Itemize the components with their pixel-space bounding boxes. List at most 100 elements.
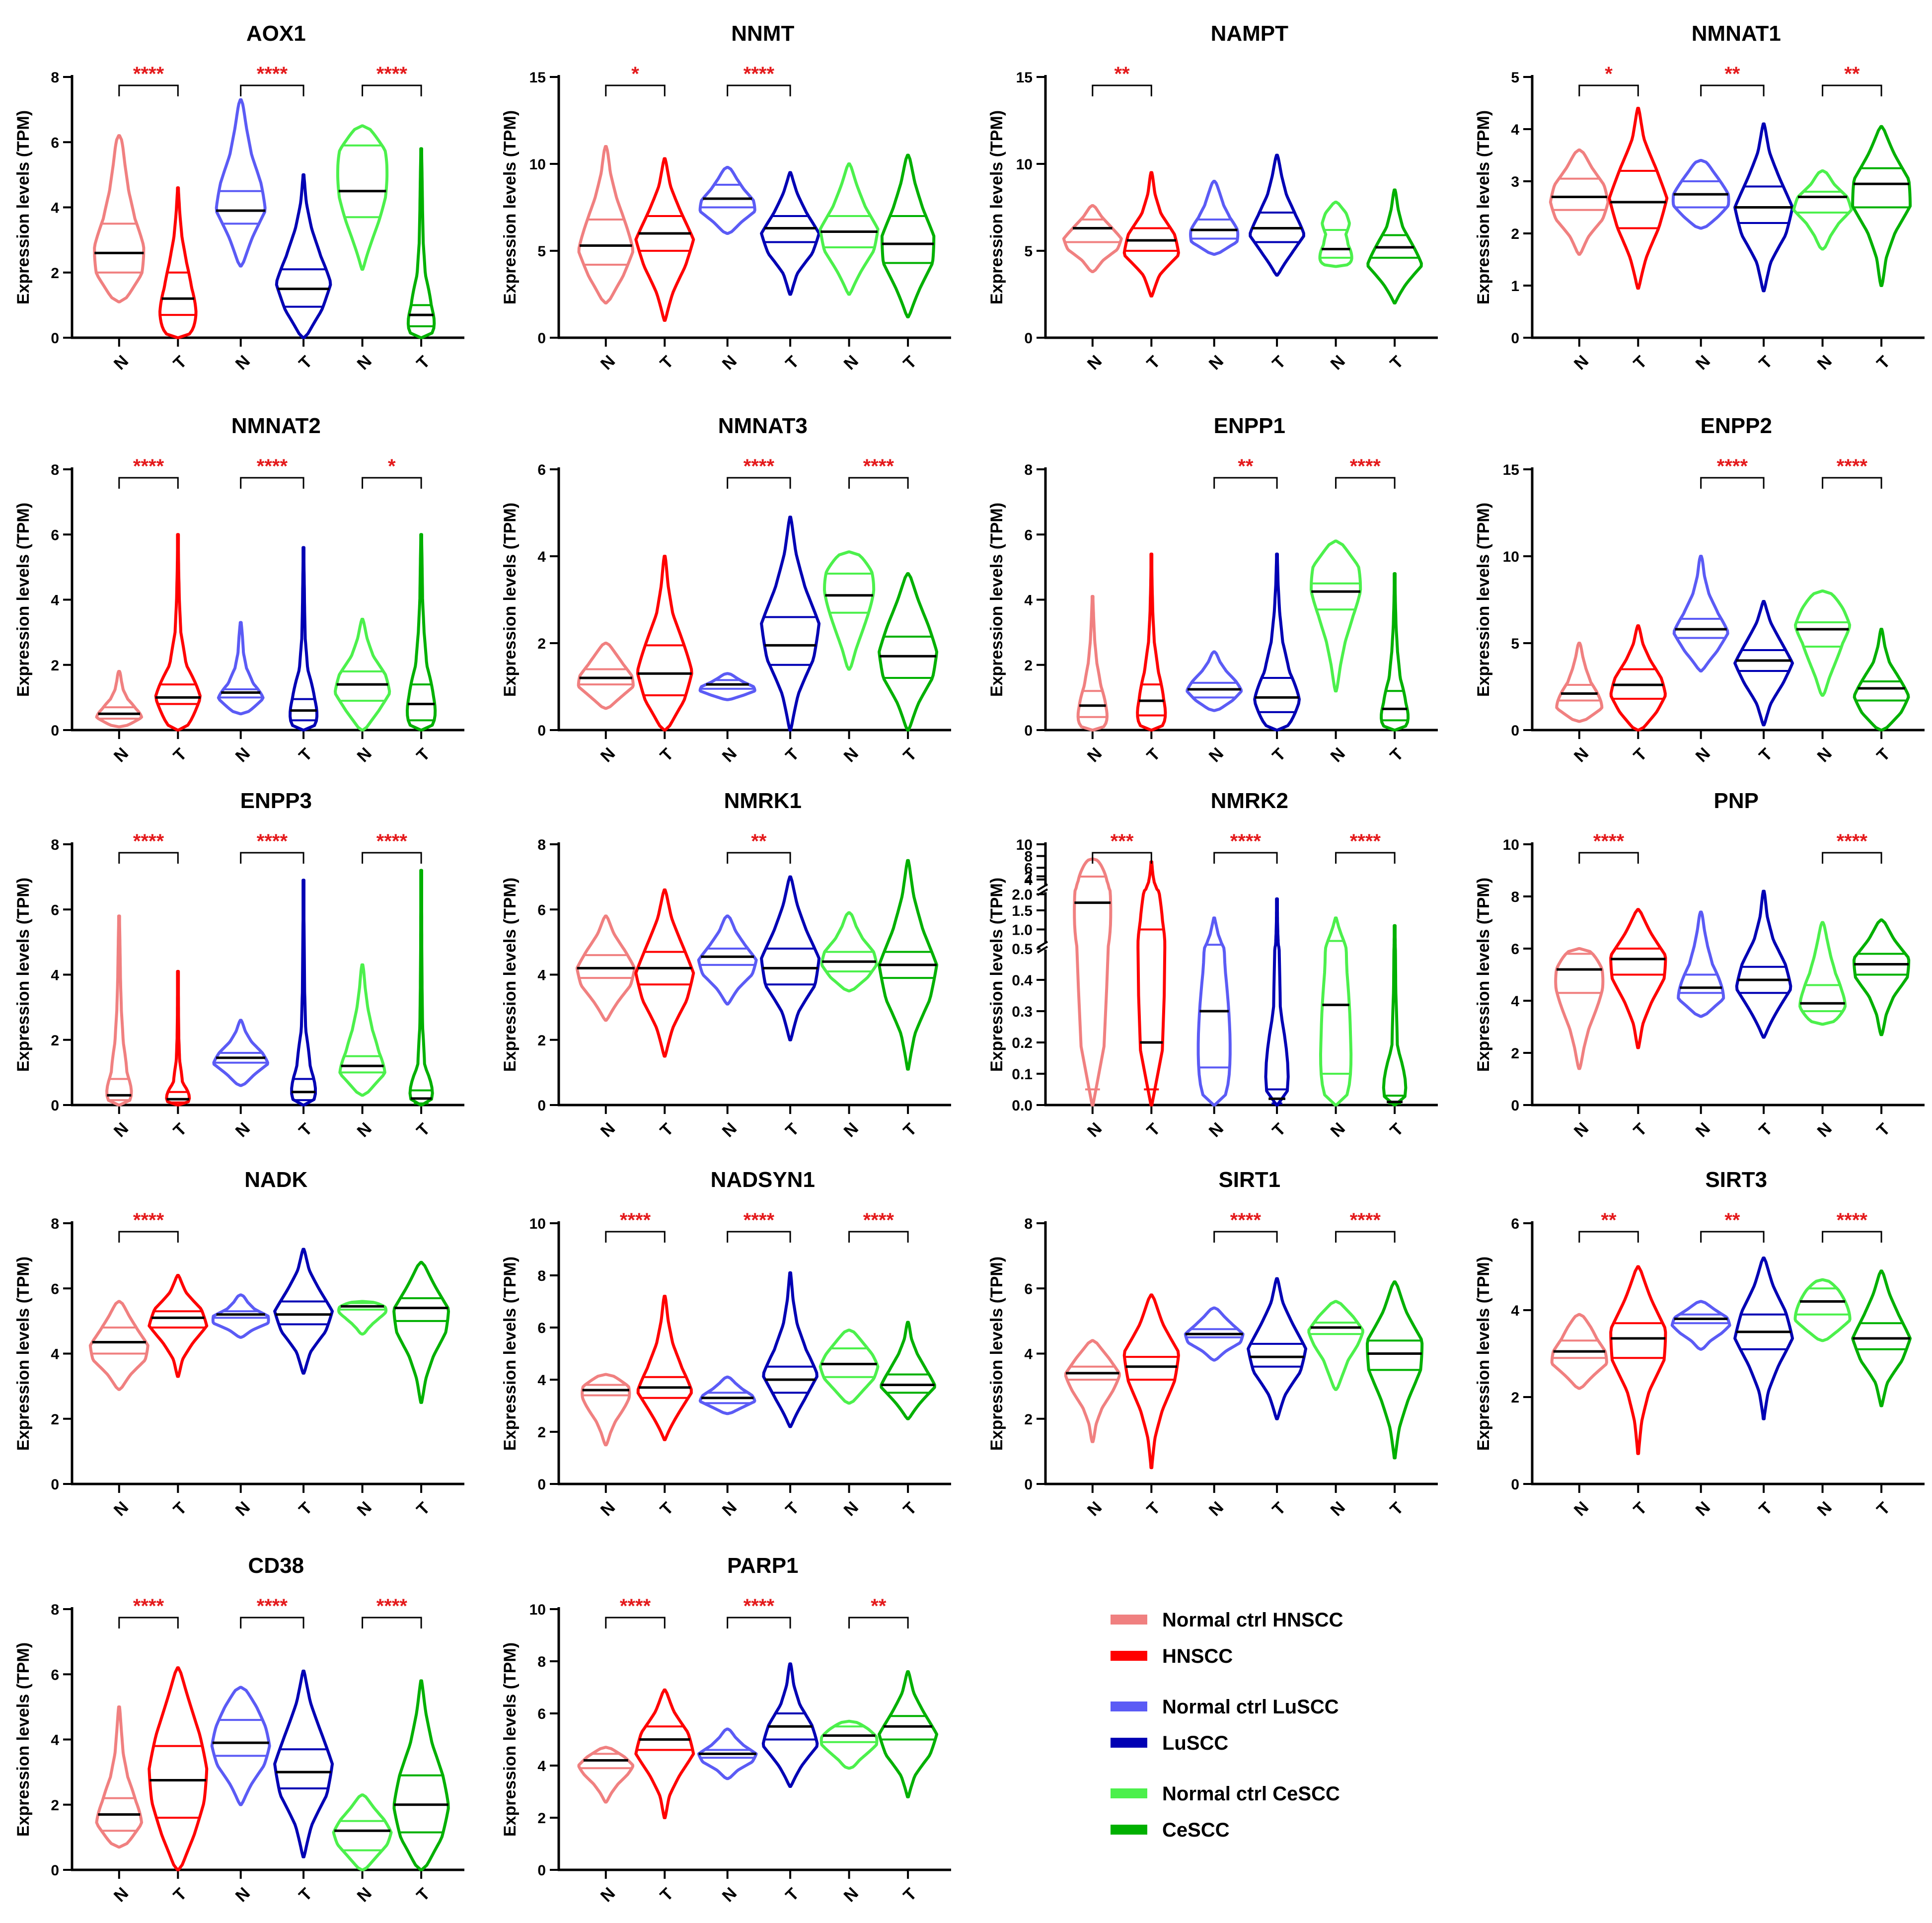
x-tick-label: N bbox=[1692, 744, 1714, 766]
significance-stars: **** bbox=[1230, 1209, 1262, 1231]
violin-3 bbox=[289, 546, 319, 732]
violin-1 bbox=[634, 1688, 695, 1819]
x-tick-label: N bbox=[110, 744, 132, 766]
y-tick-label: 0 bbox=[1511, 330, 1519, 347]
legend-swatch-5 bbox=[1111, 1825, 1147, 1835]
panel-nmnat2: NMNAT2 Expression levels (TPM) 0 2 4 6 8 N T N T N T… bbox=[14, 414, 464, 766]
significance-bracket bbox=[240, 1617, 304, 1628]
y-tick-label: 2 bbox=[537, 1424, 546, 1441]
violin-1 bbox=[1609, 1265, 1667, 1455]
violin-3 bbox=[1733, 1257, 1794, 1420]
x-tick-label: N bbox=[1570, 744, 1592, 766]
y-tick-label: 4 bbox=[51, 200, 59, 217]
significance-bracket bbox=[605, 84, 666, 96]
violin-5 bbox=[1851, 1269, 1912, 1407]
significance-stars: **** bbox=[376, 63, 408, 85]
significance-bracket bbox=[362, 1617, 422, 1628]
significance-stars: **** bbox=[257, 1595, 288, 1617]
x-tick-label: N bbox=[597, 1884, 619, 1906]
significance-bracket bbox=[118, 1231, 179, 1243]
violin-4 bbox=[818, 1329, 880, 1405]
violin-2 bbox=[1670, 1300, 1731, 1351]
y-tick-label: 8 bbox=[1024, 462, 1033, 478]
violin-1 bbox=[148, 1666, 209, 1871]
significance-bracket bbox=[118, 852, 179, 864]
legend-label-3: LuSCC bbox=[1162, 1732, 1228, 1754]
x-tick-label: N bbox=[1692, 352, 1714, 373]
significance-stars: **** bbox=[743, 63, 775, 85]
x-tick-label: N bbox=[1327, 352, 1349, 373]
significance-stars: **** bbox=[133, 63, 164, 85]
y-tick-label: 3 bbox=[1511, 174, 1519, 190]
y-tick-label: 6 bbox=[51, 135, 59, 151]
violin-1 bbox=[1122, 1293, 1180, 1470]
y-tick-label: 6 bbox=[1511, 1216, 1519, 1232]
y-tick-label: 4 bbox=[1024, 592, 1033, 609]
violin-5 bbox=[1853, 918, 1911, 1036]
y-tick-label: 4 bbox=[537, 967, 546, 984]
violin-5 bbox=[880, 153, 936, 318]
x-tick-label: T bbox=[1873, 1119, 1894, 1140]
y-tick-label: 0 bbox=[51, 723, 59, 739]
x-tick-label: T bbox=[296, 352, 316, 373]
x-tick-label: N bbox=[1327, 744, 1349, 766]
violin-4 bbox=[332, 1793, 393, 1871]
x-tick-label: N bbox=[354, 744, 375, 766]
violin-1 bbox=[154, 533, 202, 732]
x-tick-label: T bbox=[1387, 1119, 1408, 1140]
significance-bracket bbox=[1578, 1231, 1639, 1243]
y-tick-label: 1.0 bbox=[1012, 922, 1033, 939]
x-tick-label: T bbox=[657, 1884, 677, 1905]
panel-pnp: PNP Expression levels (TPM) 0 2 4 6 8 10 N T N T N T *… bbox=[1474, 789, 1925, 1141]
y-tick-label: 6 bbox=[1024, 1281, 1033, 1297]
x-tick-label: N bbox=[1814, 744, 1836, 766]
x-tick-label: N bbox=[1205, 352, 1227, 373]
y-tick-label: 4 bbox=[1511, 1303, 1519, 1319]
y-axis-label: Expression levels (TPM) bbox=[14, 503, 33, 697]
x-tick-label: T bbox=[782, 352, 803, 373]
x-tick-label: N bbox=[840, 352, 862, 373]
panel-enpp1: ENPP1 Expression levels (TPM) 0 2 4 6 8 N T N T N T *… bbox=[987, 414, 1438, 766]
violin-4 bbox=[818, 162, 880, 296]
x-tick-label: T bbox=[900, 352, 921, 373]
violin-4 bbox=[1319, 916, 1353, 1107]
y-tick-label: 5 bbox=[1511, 70, 1519, 86]
y-tick-label: 4 bbox=[1511, 993, 1519, 1010]
x-tick-label: N bbox=[354, 1884, 375, 1906]
x-tick-label: N bbox=[719, 1498, 741, 1520]
x-tick-label: T bbox=[296, 1498, 316, 1519]
x-tick-label: T bbox=[900, 1884, 921, 1905]
panel-title: NADSYN1 bbox=[711, 1168, 815, 1192]
x-tick-label: T bbox=[1630, 744, 1651, 765]
violin-0 bbox=[1550, 1313, 1608, 1390]
panel-nmrk2: NMRK2 Expression levels (TPM) 0.0 0.1 0.2 0.3… bbox=[987, 789, 1438, 1141]
panel-title: NNMT bbox=[731, 21, 794, 46]
x-tick-label: N bbox=[597, 1498, 619, 1520]
violin-0 bbox=[1549, 148, 1610, 256]
violin-2 bbox=[1196, 916, 1232, 1107]
x-tick-label: T bbox=[1143, 744, 1164, 765]
significance-stars: **** bbox=[376, 1595, 408, 1617]
significance-bracket bbox=[118, 84, 179, 96]
violin-1 bbox=[636, 555, 693, 732]
y-tick-label: 0 bbox=[51, 1477, 59, 1493]
panel-title: PARP1 bbox=[727, 1553, 798, 1578]
x-tick-label: T bbox=[782, 1498, 803, 1519]
x-tick-label: N bbox=[719, 1884, 741, 1906]
significance-stars: **** bbox=[743, 455, 775, 477]
violin-1 bbox=[634, 157, 695, 322]
significance-stars: **** bbox=[863, 455, 894, 477]
x-tick-label: T bbox=[900, 744, 921, 765]
violin-0 bbox=[105, 914, 133, 1107]
x-tick-label: T bbox=[1873, 1498, 1894, 1519]
violin-2 bbox=[215, 98, 267, 268]
x-tick-label: T bbox=[782, 1884, 803, 1905]
x-tick-label: N bbox=[1570, 1498, 1592, 1520]
x-tick-label: N bbox=[110, 1884, 132, 1906]
x-tick-label: T bbox=[1630, 1119, 1651, 1140]
violin-4 bbox=[1310, 539, 1362, 693]
significance-stars: ** bbox=[1114, 63, 1130, 85]
panel-nmnat3: NMNAT3 Expression levels (TPM) 0 2 4 6 N T N T N T *… bbox=[501, 414, 951, 766]
legend-label-0: Normal ctrl HNSCC bbox=[1162, 1609, 1343, 1631]
